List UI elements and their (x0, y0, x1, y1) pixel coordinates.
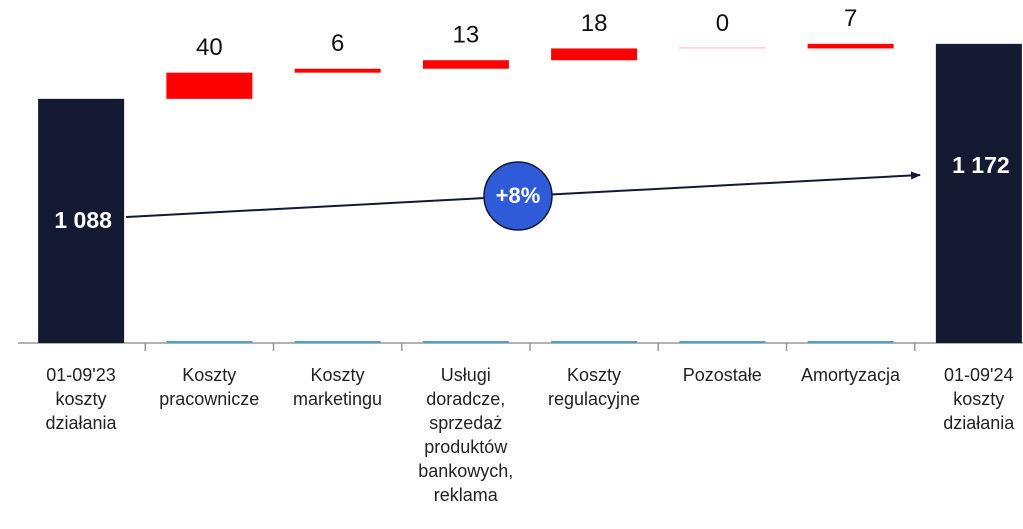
bar (422, 60, 509, 69)
value-label: 40 (196, 34, 223, 61)
value-label: 18 (581, 10, 608, 37)
x-tick-label: Usługi doradcze, sprzedaż produktów bank… (418, 365, 514, 505)
x-tick-label: Koszty marketingu (292, 365, 383, 409)
bar (166, 72, 253, 99)
x-tick-label: Pozostałe (682, 365, 762, 385)
value-label: 0 (716, 10, 729, 37)
value-label: 1 088 (54, 207, 112, 233)
value-label: 6 (331, 30, 344, 57)
bar (294, 68, 381, 73)
growth-badge (483, 161, 553, 231)
baseline-stub (551, 341, 638, 343)
x-tick-label: Amortyzacja (800, 365, 901, 385)
growth-label: +8% (496, 183, 541, 208)
bar (935, 43, 1022, 343)
baseline-stub (807, 341, 894, 343)
bar (679, 47, 766, 49)
bar (807, 43, 894, 49)
baseline-stub (166, 341, 253, 343)
bar (38, 98, 125, 343)
value-label: 13 (453, 22, 480, 49)
x-tick-label: Koszty regulacyjne (547, 365, 641, 409)
x-tick-label: Koszty pracownicze (159, 365, 260, 409)
x-tick-label: 01-09'23 koszty działania (45, 365, 117, 433)
x-tick-label: 01-09'24 koszty działania (943, 365, 1015, 433)
value-label: 1 172 (952, 152, 1010, 178)
baseline-stub (679, 341, 766, 343)
value-label: 7 (844, 5, 857, 32)
baseline-stub (294, 341, 381, 343)
bar (551, 48, 638, 61)
baseline-stub (422, 341, 509, 343)
